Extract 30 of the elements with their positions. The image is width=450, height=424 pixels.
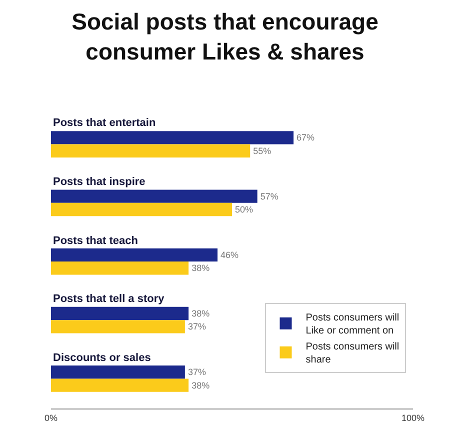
data-label: 37% — [188, 367, 206, 378]
y-tick-label: Posts that tell a story — [53, 293, 166, 305]
data-label: 50% — [235, 204, 254, 214]
bar — [51, 190, 258, 203]
data-label: 57% — [260, 191, 278, 202]
bar — [51, 248, 218, 262]
y-tick-label: Posts that inspire — [53, 176, 146, 188]
bar — [51, 144, 250, 158]
data-label: 38% — [192, 308, 210, 319]
bar — [51, 262, 189, 275]
data-label: 37% — [188, 322, 206, 332]
y-tick-label: Posts that entertain — [53, 117, 156, 129]
bar — [51, 378, 189, 392]
bar — [51, 131, 294, 144]
data-label: 46% — [220, 250, 239, 260]
bar — [51, 202, 232, 216]
bar — [51, 306, 189, 320]
chart-title: Social posts that encourage consumer Likes & shares — [72, 8, 378, 65]
data-label: 38% — [192, 263, 210, 274]
bar — [51, 320, 185, 334]
data-label: 38% — [192, 380, 210, 390]
legend-label: Posts consumers will share — [306, 342, 400, 366]
y-tick-label: Discounts or sales — [53, 352, 151, 364]
x-tick-label: 100% — [401, 412, 425, 423]
data-label: 55% — [253, 146, 272, 156]
data-label: 67% — [296, 132, 315, 143]
x-tick-label: 0% — [44, 412, 58, 423]
bar — [51, 366, 185, 379]
legend-label: Posts consumers will Like or comment on — [306, 312, 400, 337]
y-tick-label: Posts that teach — [53, 235, 138, 247]
